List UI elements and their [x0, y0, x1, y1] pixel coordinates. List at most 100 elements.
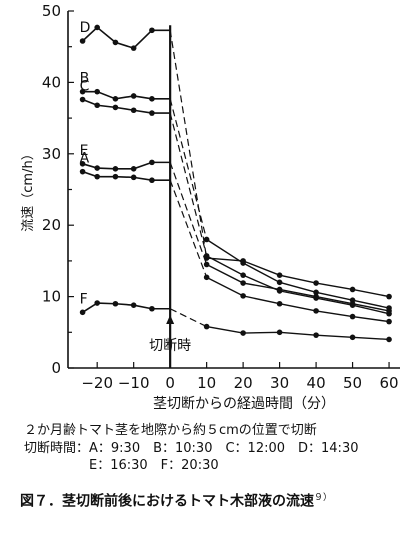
series-A-point — [313, 308, 319, 314]
series-B-point — [313, 289, 319, 296]
series-F-point — [130, 302, 137, 308]
series-D-before-line — [82, 26, 171, 50]
series-D-point — [149, 27, 155, 34]
series-E-point — [349, 300, 356, 307]
caption-reference: ９） — [314, 493, 333, 503]
series-C-point — [112, 104, 119, 111]
x-tick-label: −20 — [81, 374, 113, 392]
series-A-point — [112, 173, 119, 180]
x-tick-label: 30 — [270, 374, 289, 392]
series-D-point — [112, 39, 119, 46]
x-tick-label: 40 — [307, 374, 326, 392]
series-C-after-line — [206, 255, 390, 315]
y-axis-label: 流速（cm/h） — [21, 147, 36, 231]
series-label-E: E — [80, 143, 89, 159]
series-label-F: F — [80, 291, 88, 307]
series-A-point — [149, 177, 155, 184]
series-F-point — [386, 336, 392, 343]
series-E-point — [112, 165, 119, 172]
series-B-point — [203, 236, 210, 243]
series-C-drop-line — [169, 112, 208, 257]
note-line-1: ２か月齢トマト茎を地際から約５cmの位置で切断 — [24, 423, 317, 438]
series-label-C: C — [80, 79, 90, 95]
series-A-point — [203, 274, 210, 281]
series-E-point — [79, 160, 86, 167]
series-A-point — [94, 173, 100, 180]
series-D-point — [130, 45, 137, 51]
series-B-drop-line — [169, 98, 208, 240]
caption-text: 図７．茎切断前後におけるトマト木部液の流速 — [20, 493, 314, 510]
series-F-after-line — [206, 325, 390, 341]
flow-rate-chart: 0 10 20 30 40 50 −20 −10 0 10 20 30 40 50 60 流速（cm/h） 茎切… — [21, 2, 400, 412]
series-D-point — [349, 286, 356, 293]
note-line-2: 切断時間：A：9:30 B：10:30 C：12:00 D：14:30 — [24, 441, 359, 456]
series-label-A: A — [80, 151, 90, 167]
series-B-point — [79, 88, 86, 95]
series-F-point — [240, 330, 246, 336]
series-F-before-line — [82, 302, 171, 313]
series-A-point — [79, 168, 86, 175]
series-E-point — [240, 280, 246, 286]
series-B-point — [276, 279, 283, 286]
series-A-point — [276, 300, 283, 307]
series-D-point — [94, 24, 100, 31]
figure-caption: 図７．茎切断前後におけるトマト木部液の流速９） — [20, 490, 332, 511]
series-F-point — [94, 300, 100, 306]
series-A-point — [130, 174, 137, 181]
y-tick-label: 0 — [51, 359, 61, 377]
series-B-point — [94, 88, 100, 95]
x-tick-label: 10 — [197, 374, 216, 392]
series-F-point — [276, 329, 283, 336]
series-A-point — [240, 293, 246, 299]
label-layer: 0 10 20 30 40 50 −20 −10 0 10 20 30 40 50 60 流速（cm/h） 茎切… — [21, 2, 399, 412]
series-C-point — [203, 253, 210, 259]
series-F-point — [313, 332, 319, 338]
series-C-point — [94, 102, 100, 109]
series-label-D: D — [80, 20, 91, 36]
series-E-point — [130, 165, 137, 172]
series-E-point — [386, 308, 392, 314]
series-E-point — [313, 293, 319, 300]
series-B-point — [112, 96, 119, 102]
x-tick-label: 20 — [234, 374, 253, 392]
series-B-point — [130, 93, 137, 99]
series-C-point — [240, 272, 246, 278]
series-B-point — [240, 260, 246, 266]
cut-annotation-label: 切断時 — [149, 338, 191, 354]
series-B-after-line — [206, 238, 390, 309]
series-E-point — [203, 261, 210, 268]
y-tick-label: 40 — [42, 73, 61, 91]
series-C-point — [79, 96, 86, 103]
x-tick-label: 60 — [380, 374, 399, 392]
note-line-3: E：16:30 F：20:30 — [24, 458, 219, 473]
y-tick-label: 30 — [42, 145, 61, 163]
x-tick-label: 50 — [343, 374, 362, 392]
series-B-point — [149, 96, 155, 102]
series-F-point — [203, 323, 210, 330]
y-tick-label: 10 — [42, 288, 61, 306]
series-F-point — [149, 305, 155, 312]
y-tick-label: 20 — [42, 216, 61, 234]
axes-layer — [67, 10, 400, 369]
series-F-point — [112, 300, 119, 307]
y-tick-label: 50 — [42, 2, 61, 20]
x-tick-label: −10 — [118, 374, 150, 392]
series-D-after-line — [206, 257, 390, 298]
series-label-B: B — [80, 71, 90, 87]
series-C-point — [149, 110, 155, 116]
series-C-point — [130, 107, 137, 114]
series-D-point — [79, 38, 86, 44]
series-D-point — [313, 280, 319, 286]
series-F-point — [79, 309, 86, 316]
series-A-point — [386, 318, 392, 325]
series-A-drop-line — [169, 180, 208, 278]
series-A-point — [349, 313, 356, 320]
x-axis-label: 茎切断からの経過時間（分） — [153, 396, 335, 412]
series-layer — [79, 24, 392, 343]
series-F-drop-line — [169, 308, 207, 328]
x-tick-label: 0 — [165, 374, 175, 392]
series-E-point — [149, 159, 155, 166]
cut-annotation-arrow-head — [166, 315, 175, 324]
series-E-point — [276, 286, 283, 293]
series-D-point — [386, 293, 392, 300]
